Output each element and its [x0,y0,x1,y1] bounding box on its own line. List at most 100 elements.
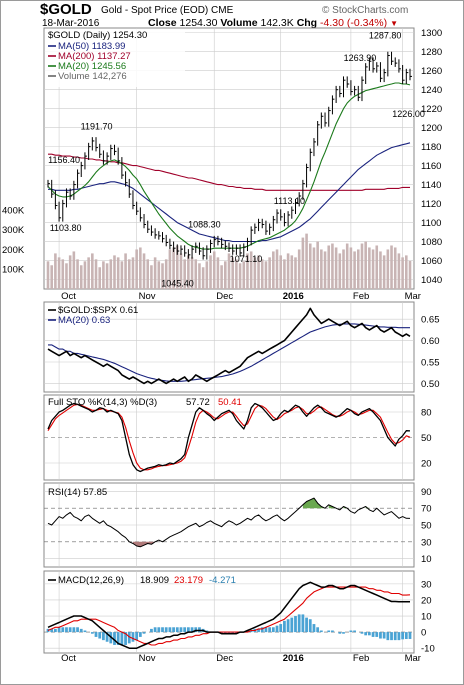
macd-histogram-bar [72,627,76,633]
close-label: Close [148,17,177,29]
macd-histogram-bar [61,627,65,633]
rsi-line [47,497,411,548]
volume-bar [91,253,94,289]
macd-histogram-bar [76,627,79,633]
volume-bar [283,259,286,289]
macd-histogram-bar [308,619,312,633]
macd-legend-main: MACD(12,26,9) [58,575,124,586]
volume-bar [161,263,164,289]
price-tick-label: 1100 [421,218,441,229]
volume-bar [257,255,260,289]
volume-bar [146,259,150,289]
macd-histogram-bar [319,630,323,633]
macd-histogram-bar [57,627,61,633]
volume-bar [331,243,334,289]
legend-ma200-label: MA(200) 1137.27 [58,51,131,62]
price-tick-label: 1160 [421,161,441,172]
macd-line [47,581,410,649]
x-tick-label: 2016 [283,291,304,302]
rsi-legend: RSI(14) 57.85 [48,487,107,498]
macd-histogram-bar [205,630,209,633]
macd-histogram-bar [268,627,272,633]
volume-bar [109,259,113,289]
volume-bar [201,267,205,289]
volume-bar [268,257,271,289]
volume-bar [76,259,79,289]
x-tick-label-bottom: Oct [61,653,76,664]
macd-histogram-bar [116,632,120,645]
volume-bar [375,245,379,289]
macd-histogram-bar [153,627,157,633]
volume-bar [305,233,308,289]
macd-histogram-bar [393,632,397,641]
sto-tick-label: 80 [421,408,432,419]
volume-bar [120,261,124,289]
x-tick-label-bottom: Mar [405,653,421,664]
ratio-tick-label: 0.65 [421,315,440,326]
exchange-label: CME [211,5,234,16]
volume-bar [194,259,198,289]
stochastic-k-line [47,402,411,473]
rsi-tick-label: 10 [421,554,432,565]
volume-bar [190,257,194,289]
macd-histogram-bar [371,632,375,637]
macd-histogram-bar [382,632,386,639]
volume-bar [157,261,161,289]
macd-histogram-bar [138,632,142,637]
price-annotation: 1071.10 [230,254,263,264]
volume-bar [142,253,146,289]
rsi-tick-label: 50 [421,521,432,532]
volume-bar [127,259,131,289]
close-value: 1254.30 [179,17,218,29]
macd-histogram-bar [83,630,87,633]
ratio-tick-label: 0.50 [421,379,440,390]
volume-bar [368,247,371,289]
macd-legend-hist: -4.271 [209,575,236,586]
macd-histogram-bar [54,628,57,633]
volume-bar [183,259,186,289]
volume-bar [235,259,238,289]
volume-label: Volume [220,17,258,29]
macd-histogram-bar [164,627,168,633]
volume-bar [113,255,116,289]
macd-histogram-bar [127,632,131,644]
macd-legend-value: 18.909 [140,575,169,586]
macd-histogram-bar [360,632,364,634]
macd-histogram-bar [161,627,164,633]
price-tick-label: 1180 [421,142,441,153]
volume-bar [401,257,404,289]
macd-tick-label: 10 [421,612,432,623]
volume-bar [54,253,57,289]
volume-bar [408,260,412,289]
volume-bar [102,261,105,289]
macd-histogram-bar [331,630,334,633]
chg-label: Chg [296,17,318,29]
macd-histogram-bar [94,632,98,637]
volume-bar [393,247,397,289]
macd-histogram-bar [135,632,139,641]
macd-histogram-bar [179,627,183,633]
macd-legend-signal: 23.179 [174,575,203,586]
x-tick-label-bottom: 2016 [283,653,304,664]
macd-histogram-bar [283,620,286,633]
price-annotation: 1226.00 [392,109,425,119]
volume-bar [209,255,212,289]
macd-histogram-bar [120,632,124,645]
volume-tick-label: 300K [2,225,25,236]
volume-bar [57,257,61,289]
macd-histogram-bar [223,632,227,634]
ma20-line [47,82,411,250]
price-tick-label: 1260 [421,66,442,77]
macd-histogram-bar [257,628,260,633]
macd-histogram-bar [150,628,153,633]
macd-histogram-bar [290,617,294,633]
x-tick-label: Mar [405,291,421,302]
volume-bar [323,251,327,289]
stochastic-legend-k: 57.72 [186,397,210,408]
macd-panel [43,570,415,654]
volume-bar [297,249,301,289]
macd-histogram-bar [142,632,146,634]
price-annotation: 1103.80 [50,223,82,233]
volume-bar [175,245,179,289]
